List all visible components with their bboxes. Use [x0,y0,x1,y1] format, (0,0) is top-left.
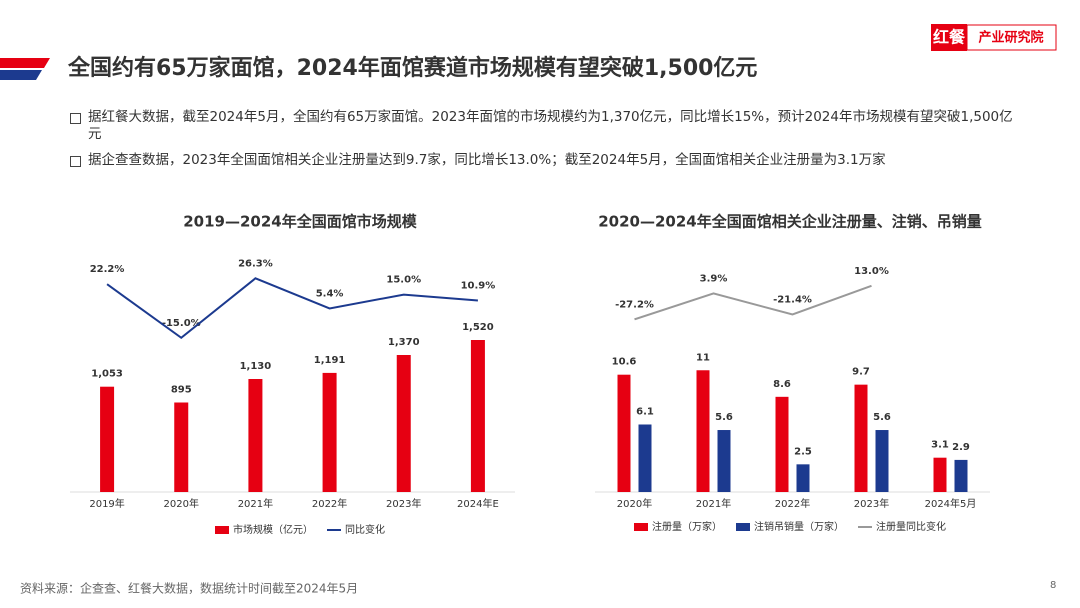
slide-title: 全国约有65万家面馆，2024年面馆赛道市场规模有望突破1,500亿元 [67,55,757,81]
data-label: 2.9 [952,442,970,453]
stripe [0,70,42,80]
data-label: 3.1 [931,440,949,451]
legend-swatch [634,523,648,531]
data-label: 22.2% [90,264,125,275]
x-tick-label: 2024年E [457,497,499,510]
data-label: 3.9% [700,273,728,284]
bar [248,379,263,492]
data-label: 10.6 [612,357,637,368]
line [106,277,478,340]
legend-label: 注册量（万家） [652,520,722,533]
logo-frame [966,24,1057,51]
x-tick-label: 2024年5月 [925,497,977,510]
data-label: 895 [171,385,192,396]
legend-label: 注册量同比变化 [876,520,946,533]
bar [174,402,189,492]
data-label: 15.0% [386,275,421,286]
data-label: 13.0% [854,266,889,277]
stripe [0,58,50,68]
data-label: -21.4% [773,295,812,306]
x-tick-label: 2023年 [854,497,889,510]
bar [617,374,631,492]
bar [933,457,947,492]
bar [696,370,710,492]
data-label: 1,191 [314,355,346,366]
bar [322,372,337,492]
legend-label: 注销吊销量（万家） [754,520,844,533]
legend-swatch [736,523,750,531]
logo-box [931,24,967,51]
page-number: 8 [1050,580,1056,591]
x-tick-label: 2021年 [696,497,731,510]
bar [775,396,789,492]
source: 资料来源：企查查、红餐大数据，数据统计时间截至2024年5月 [20,581,358,596]
data-label: 1,370 [388,337,420,348]
data-label: 11 [696,352,710,363]
bar [717,430,731,492]
line [634,284,872,321]
logo-sub: 产业研究院 [978,30,1043,46]
bar [954,459,968,492]
bar [638,424,652,492]
x-tick-label: 2021年 [238,497,273,510]
x-tick-label: 2022年 [312,497,347,510]
data-label: -27.2% [615,299,654,310]
data-label: 1,053 [91,369,123,380]
bullet: 据企查查数据，2023年全国面馆相关企业注册量达到9.7家，同比增长13.0%；… [88,152,886,168]
x-tick-label: 2020年 [164,497,199,510]
data-label: 5.6 [715,412,733,423]
logo-brand: 红餐 [933,28,966,47]
chart-title: 2019—2024年全国面馆市场规模 [183,213,417,231]
data-label: 10.9% [461,281,496,292]
x-tick-label: 2019年 [89,497,124,510]
bar [875,430,889,492]
legend-swatch [215,526,229,534]
legend-label: 同比变化 [345,523,385,536]
bar [470,340,485,492]
x-tick-label: 2022年 [775,497,810,510]
x-tick-label: 2020年 [617,497,652,510]
data-label: 9.7 [852,367,870,378]
data-label: 26.3% [238,258,273,269]
bullet-marker [70,156,81,167]
bullet: 据红餐大数据，截至2024年5月，全国约有65万家面馆。2023年面馆的市场规模… [88,109,1013,142]
data-label: 5.4% [316,288,344,299]
legend-label: 市场规模（亿元） [233,523,313,536]
bar [100,386,115,492]
data-label: 1,130 [240,361,272,372]
data-label: 1,520 [462,322,494,333]
bar [396,355,411,492]
data-label: 6.1 [636,406,654,417]
chart-title: 2020—2024年全国面馆相关企业注册量、注销、吊销量 [598,213,982,231]
bullet-marker [70,113,81,124]
data-label: 8.6 [773,379,791,390]
x-tick-label: 2023年 [386,497,421,510]
bar [854,384,868,492]
data-label: 2.5 [794,446,812,457]
data-label: -15.0% [162,318,201,329]
bar [796,464,810,492]
data-label: 5.6 [873,412,891,423]
